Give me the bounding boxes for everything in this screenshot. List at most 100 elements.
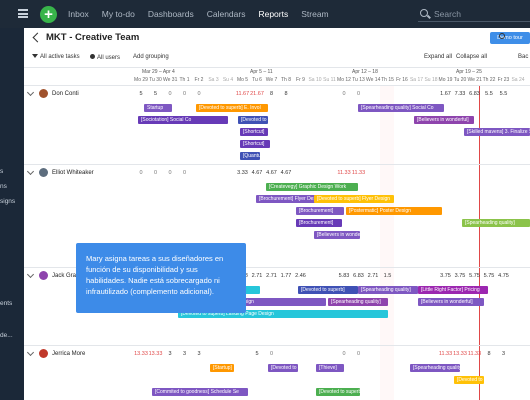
task-bar[interactable]: [Believers in wonderful] (314, 231, 360, 239)
task-bar[interactable]: [Spearheading quality] (328, 298, 388, 306)
avatar (39, 168, 48, 177)
task-bar[interactable]: [Createvegy] Graphic Design Work (266, 183, 358, 191)
task-bar[interactable]: [Little Right Factor] Pricing (418, 286, 488, 294)
task-bar[interactable]: [Devoted to superb] Flyer Design (314, 195, 394, 203)
users-filter[interactable]: All users (90, 54, 120, 61)
task-bar[interactable]: [Spearheading quality] Social Co (358, 104, 444, 112)
nav-reports[interactable]: Reports (258, 9, 289, 19)
load-value: 4.75 (498, 273, 509, 279)
sidebar-item[interactable]: ns (0, 183, 7, 190)
task-bar[interactable]: [Brochurement] (296, 207, 344, 215)
load-value: 0 (168, 91, 172, 97)
load-value: 11.33 (351, 170, 366, 176)
search-icon[interactable] (420, 9, 428, 17)
load-value: 5.5 (485, 91, 493, 97)
task-bar[interactable]: Startup (144, 104, 172, 112)
load-value: 0 (342, 351, 346, 357)
menu-icon[interactable] (18, 9, 28, 18)
task-bar[interactable]: [Devoted to superb] (238, 116, 268, 124)
task-bar[interactable]: [Devoted to superb] (316, 388, 360, 396)
load-value: 0 (139, 170, 143, 176)
day-label: We 7 (265, 77, 278, 83)
task-bar[interactable]: [Commited to goodness] Schedule Se (152, 388, 248, 396)
day-label: Sa 10 (308, 77, 322, 83)
add-grouping-button[interactable]: Add grouping (133, 54, 169, 60)
nav-calendars[interactable]: Calendars (206, 9, 246, 19)
load-value: 3 (168, 351, 172, 357)
task-bar[interactable]: [Spearheading quality] (410, 364, 460, 372)
day-label: Sa 3 (208, 77, 219, 83)
day-label: Th 8 (280, 77, 291, 83)
load-value: 4.67 (251, 170, 263, 176)
tooltip-callout: Mary asigna tareas a sus diseñadores en … (76, 243, 246, 313)
collapse-all-button[interactable]: Collapse all (456, 54, 488, 60)
day-label: Fr 23 (497, 77, 510, 83)
sidebar-item[interactable]: s (0, 168, 4, 175)
task-bar[interactable]: [Devoted to superb] (268, 364, 298, 372)
load-value: 6.83 (469, 91, 480, 97)
settings-icon[interactable] (499, 33, 505, 39)
task-bar[interactable]: [Believers in wonderful] (418, 298, 484, 306)
load-value: 8 (487, 351, 491, 357)
task-bar[interactable]: [Sociotation] Social Co (138, 116, 228, 124)
task-bar[interactable]: [Spearheading quality] (462, 219, 530, 227)
load-value: 5 (153, 91, 158, 97)
load-value: 0 (269, 351, 274, 357)
nav-stream[interactable]: Stream (301, 9, 329, 19)
task-bar[interactable]: [Thieve] (316, 364, 344, 372)
chevron-down-icon[interactable] (26, 270, 35, 279)
load-value: 0 (153, 170, 158, 176)
load-value: 13.33 (148, 351, 163, 357)
day-label: Tu 30 (149, 77, 162, 83)
day-label: Th 22 (482, 77, 496, 83)
back-icon[interactable] (32, 32, 43, 43)
day-label: Fr 2 (194, 77, 204, 83)
day-label: Mo 12 (337, 77, 351, 83)
avatar (39, 271, 48, 280)
task-bar[interactable]: [Spearheading quality] (358, 286, 418, 294)
task-bar[interactable]: [Shortcut] (240, 128, 268, 136)
person-row: Don Conti 5 5 0 0 0 11.67 21.67 8 8 0 0 1.67 7.33 6.83… (24, 86, 530, 165)
load-value: 2.71 (266, 273, 277, 279)
task-bar[interactable]: [Skilled mavens] 3. Finalize Storyboar (464, 128, 530, 136)
task-bar[interactable]: [Brochurement] (296, 219, 342, 227)
sidebar-item[interactable]: signs (0, 198, 16, 205)
nav-my-todo[interactable]: My to-do (101, 9, 135, 19)
task-bar[interactable]: [Postermatic] Poster Design (346, 207, 442, 215)
chevron-down-icon[interactable] (26, 348, 35, 357)
load-value: 7.33 (454, 91, 466, 97)
person-name: Jack Graffik (52, 273, 84, 279)
chevron-down-icon[interactable] (26, 167, 35, 176)
search-input[interactable]: Search (434, 9, 461, 19)
load-value: 11.33 (467, 351, 482, 357)
active-tasks-filter[interactable]: All active tasks (32, 54, 80, 60)
day-label: Su 4 (222, 77, 234, 83)
load-value: 5.83 (338, 273, 350, 279)
sidebar-item[interactable]: ents (0, 300, 13, 307)
load-value: 4.67 (266, 170, 277, 176)
add-button[interactable]: + (40, 6, 57, 23)
nav-dashboards[interactable]: Dashboards (147, 9, 194, 19)
task-bar[interactable]: [Brochurement] Flyer Design (256, 195, 326, 203)
person-name: Jerrica More (52, 351, 86, 357)
demo-tour-button[interactable]: Demo tour (490, 32, 530, 44)
task-bar[interactable]: [Believers in wonderful] (414, 116, 474, 124)
title-bar: MKT - Creative Team Demo tour (24, 28, 530, 50)
load-value: 1.5 (383, 273, 392, 279)
expand-all-button[interactable]: Expand all (424, 54, 453, 60)
task-bar[interactable]: [Devoted to superb] (298, 286, 358, 294)
task-bar[interactable]: [Devoted to superb] E. Invol (196, 104, 268, 112)
load-value: 0 (356, 91, 361, 97)
sidebar-item[interactable]: de... (0, 332, 13, 339)
task-bar[interactable]: [Shortcut] (240, 140, 270, 148)
load-value: 5.75 (469, 273, 480, 279)
task-bar[interactable]: [Startup] (210, 364, 234, 372)
day-label: Th 15 (381, 77, 394, 83)
back-truncated[interactable]: Bac (518, 54, 529, 60)
task-bar[interactable]: [Devoted to superb] Sch (454, 376, 484, 384)
task-bar[interactable]: [Quantum (240, 152, 260, 160)
task-bar[interactable]: [Devoted to superb] Landing Page Design (178, 310, 388, 318)
nav-inbox[interactable]: Inbox (68, 9, 89, 19)
page-title: MKT - Creative Team (46, 32, 140, 43)
chevron-down-icon[interactable] (26, 88, 35, 97)
